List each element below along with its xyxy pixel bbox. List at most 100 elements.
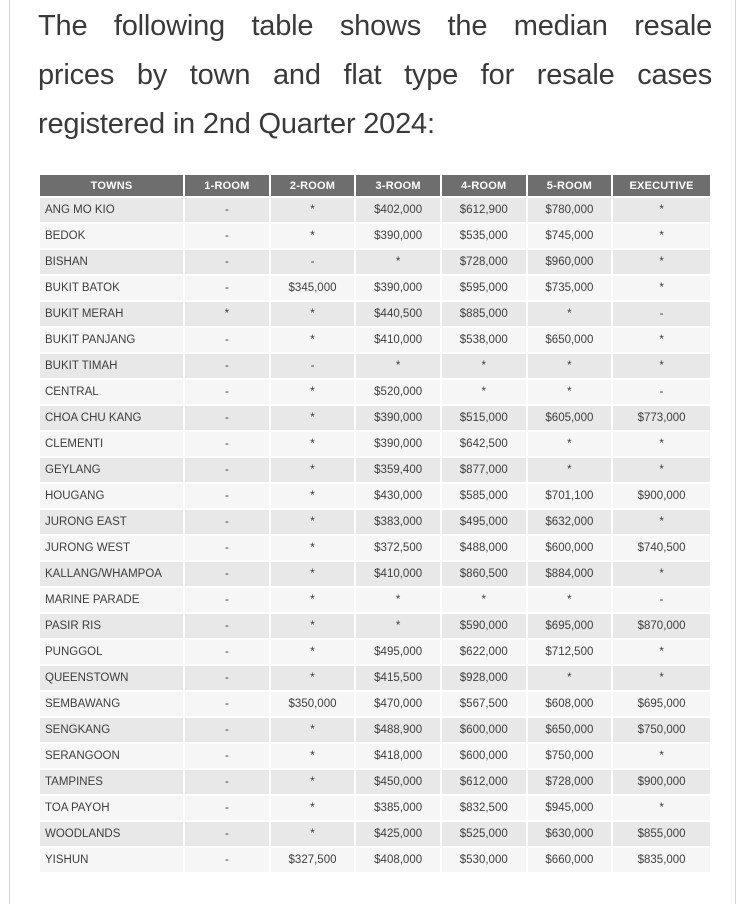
price-cell: * [613, 744, 710, 768]
price-cell: - [185, 536, 269, 560]
price-cell: $345,000 [270, 276, 355, 300]
table-row: BUKIT TIMAH - - * * * * [40, 354, 710, 378]
price-cell: * [270, 380, 355, 404]
town-cell: TOA PAYOH [40, 796, 184, 820]
price-cell: $372,500 [356, 536, 440, 560]
price-cell: - [185, 328, 269, 352]
price-cell: $410,000 [356, 328, 440, 352]
price-cell: * [613, 458, 710, 482]
price-cell: * [270, 588, 355, 612]
price-cell: * [613, 510, 710, 534]
price-cell: $470,000 [356, 692, 440, 716]
price-cell: $600,000 [441, 718, 526, 742]
town-cell: SERANGOON [40, 744, 184, 768]
town-cell: SEMBAWANG [40, 692, 184, 716]
town-cell: WOODLANDS [40, 822, 184, 846]
price-cell: $870,000 [613, 614, 710, 638]
price-cell: $745,000 [527, 224, 612, 248]
price-cell: $712,500 [527, 640, 612, 664]
table-row: PASIR RIS - * * $590,000 $695,000 $870,000 [40, 614, 710, 638]
page-title-line: registered in 2nd Quarter 2024: [38, 108, 435, 140]
town-cell: TAMPINES [40, 770, 184, 794]
price-cell: - [185, 692, 269, 716]
price-cell: $600,000 [527, 536, 612, 560]
price-cell: $773,000 [613, 406, 710, 430]
price-cell: * [270, 718, 355, 742]
column-header-3-room: 3-ROOM [356, 175, 440, 196]
town-cell: GEYLANG [40, 458, 184, 482]
price-cell: * [270, 406, 355, 430]
price-cell: * [270, 198, 355, 222]
price-cell: $695,000 [613, 692, 710, 716]
price-cell: - [185, 250, 269, 274]
table-row: KALLANG/WHAMPOA - * $410,000 $860,500 $884,00… [40, 562, 710, 586]
price-cell: - [185, 666, 269, 690]
price-cell: * [270, 562, 355, 586]
price-cell: - [185, 640, 269, 664]
price-cell: * [270, 458, 355, 482]
table-row: BUKIT BATOK - $345,000 $390,000 $595,000 $735… [40, 276, 710, 300]
table-row: JURONG WEST - * $372,500 $488,000 $600,000 $74… [40, 536, 710, 560]
price-cell: $390,000 [356, 432, 440, 456]
column-header-5-room: 5-ROOM [527, 175, 612, 196]
price-cell: - [270, 354, 355, 378]
price-cell: * [270, 744, 355, 768]
price-cell: $735,000 [527, 276, 612, 300]
price-cell: * [441, 588, 526, 612]
price-cell: - [185, 198, 269, 222]
price-cell: $567,500 [441, 692, 526, 716]
price-cell: $750,000 [527, 744, 612, 768]
table-row: BEDOK - * $390,000 $535,000 $745,000 * [40, 224, 710, 248]
price-cell: - [185, 744, 269, 768]
price-cell: - [185, 510, 269, 534]
price-cell: * [613, 276, 710, 300]
price-cell: $650,000 [527, 718, 612, 742]
price-cell: - [185, 822, 269, 846]
price-cell: * [441, 380, 526, 404]
price-cell: $728,000 [527, 770, 612, 794]
price-cell: * [527, 666, 612, 690]
price-cell: * [270, 666, 355, 690]
price-cell: $488,900 [356, 718, 440, 742]
table-row: HOUGANG - * $430,000 $585,000 $701,100 $900,00… [40, 484, 710, 508]
price-cell: - [185, 380, 269, 404]
price-cell: $900,000 [613, 770, 710, 794]
price-cell: $390,000 [356, 406, 440, 430]
price-cell: $390,000 [356, 224, 440, 248]
price-cell: $622,000 [441, 640, 526, 664]
price-cell: $383,000 [356, 510, 440, 534]
price-cell: * [527, 458, 612, 482]
price-cell: $515,000 [441, 406, 526, 430]
price-cell: * [270, 796, 355, 820]
price-cell: * [613, 666, 710, 690]
table-row: PUNGGOL - * $495,000 $622,000 $712,500 * [40, 640, 710, 664]
price-cell: $695,000 [527, 614, 612, 638]
price-cell: $642,500 [441, 432, 526, 456]
price-cell: - [185, 354, 269, 378]
price-cell: $450,000 [356, 770, 440, 794]
price-cell: $525,000 [441, 822, 526, 846]
left-border-line [9, 0, 10, 904]
town-cell: CENTRAL [40, 380, 184, 404]
price-cell: $632,000 [527, 510, 612, 534]
table-row: QUEENSTOWN - * $415,500 $928,000 * * [40, 666, 710, 690]
price-cell: * [527, 380, 612, 404]
price-cell: $495,000 [356, 640, 440, 664]
price-cell: $418,000 [356, 744, 440, 768]
price-cell: * [613, 562, 710, 586]
price-cell: $385,000 [356, 796, 440, 820]
column-header-4-room: 4-ROOM [441, 175, 526, 196]
price-cell: * [270, 640, 355, 664]
page-title-line: prices by town and flat type for resale … [38, 59, 712, 91]
price-cell: $488,000 [441, 536, 526, 560]
price-cell: * [356, 250, 440, 274]
price-cell: * [270, 432, 355, 456]
town-cell: BEDOK [40, 224, 184, 248]
price-cell: * [527, 354, 612, 378]
price-cell: $750,000 [613, 718, 710, 742]
price-cell: - [185, 770, 269, 794]
price-cell: $425,000 [356, 822, 440, 846]
price-cell: * [613, 198, 710, 222]
price-cell: * [613, 354, 710, 378]
